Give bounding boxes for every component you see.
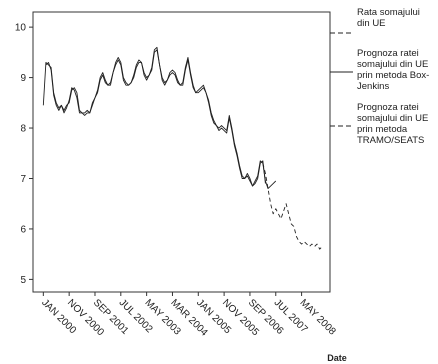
- series-lines: [42, 46, 323, 250]
- legend-label-actual-line1: Rata somajului: [357, 7, 420, 18]
- legend-label-boxjenkins-line4: Jenkins: [357, 81, 389, 92]
- legend-label-boxjenkins-line1: Prognoza ratei: [357, 48, 419, 59]
- y-tick-label: 8: [20, 124, 26, 135]
- legend-label-tramo-line2: somajului din UE: [357, 113, 428, 124]
- legend-label-tramo: Prognoza ratei somajului din UE prin met…: [357, 102, 431, 146]
- x-axis-label: Date: [327, 353, 347, 363]
- legend-label-tramo-line4: TRAMO/SEATS: [357, 135, 424, 146]
- y-axis: 5 6 7 8 9 10: [15, 23, 33, 286]
- series-line-0: [42, 46, 277, 190]
- legend: Rata somajului din UE Prognoza ratei som…: [330, 7, 432, 146]
- legend-label-actual: Rata somajului din UE: [357, 7, 422, 29]
- legend-item-boxjenkins: Prognoza ratei somajului din UE prin met…: [330, 48, 432, 92]
- legend-label-boxjenkins-line2: somajului din UE: [357, 59, 428, 70]
- y-tick-label: 10: [15, 23, 27, 34]
- series-line-1: [45, 49, 266, 187]
- legend-item-actual: Rata somajului din UE: [330, 7, 422, 34]
- legend-label-boxjenkins-line3: prin metoda Box-: [357, 70, 429, 81]
- y-tick-label: 5: [20, 275, 26, 286]
- y-tick-label: 6: [20, 224, 26, 235]
- y-tick-label: 9: [20, 73, 26, 84]
- legend-label-tramo-line3: prin metoda: [357, 124, 408, 135]
- legend-label-boxjenkins: Prognoza ratei somajului din UE prin met…: [357, 48, 432, 92]
- legend-label-actual-line2: din UE: [357, 18, 386, 29]
- legend-item-tramo: Prognoza ratei somajului din UE prin met…: [330, 102, 431, 146]
- plot-frame: [32, 11, 331, 293]
- legend-label-tramo-line1: Prognoza ratei: [357, 102, 419, 113]
- series-line-2: [262, 163, 323, 250]
- y-tick-label: 7: [20, 174, 26, 185]
